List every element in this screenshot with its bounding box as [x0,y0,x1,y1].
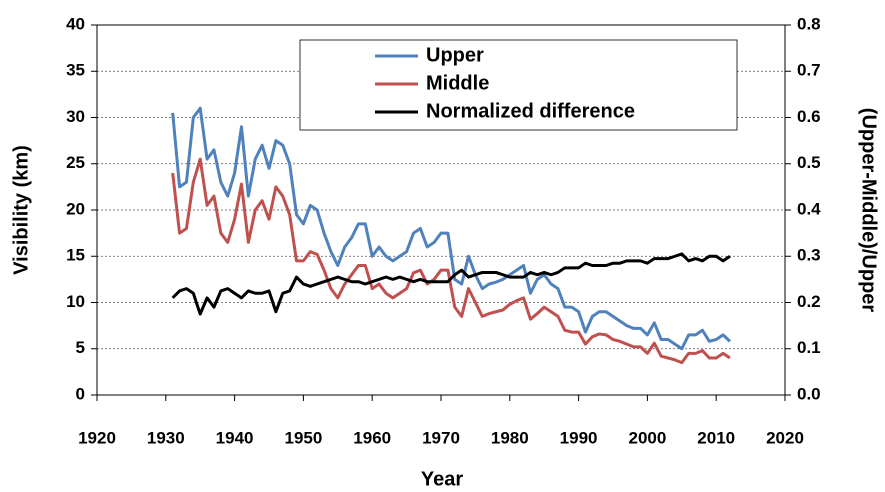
x-tick-label: 1950 [284,428,322,447]
x-tick-label: 1940 [216,428,254,447]
y2-tick-label: 0.6 [797,107,821,126]
y-tick-label: 0 [76,384,85,403]
x-tick-label: 1930 [147,428,185,447]
y-tick-label: 15 [66,246,85,265]
legend-label: Middle [426,72,489,94]
y2-tick-label: 0.1 [797,338,821,357]
x-tick-label: 1960 [353,428,391,447]
series-line [171,252,731,316]
y2-axis-label: (Upper-Middle)/Upper [858,108,880,313]
plot-frame [96,24,786,396]
y2-tick-label: 0.3 [797,246,821,265]
x-tick-label: 2020 [766,428,804,447]
y-tick-label: 35 [66,61,85,80]
y-tick-label: 30 [66,107,85,126]
legend-box [299,39,738,131]
y-tick-label: 5 [76,338,85,357]
y2-tick-label: 0.7 [797,61,821,80]
x-tick-label: 1990 [560,428,598,447]
x-tick-label: 1970 [422,428,460,447]
y-tick-label: 40 [66,14,85,33]
x-axis-label: Year [421,468,463,490]
y-tick-label: 10 [66,292,85,311]
x-tick-label: 2010 [697,428,735,447]
y-tick-label: 20 [66,199,85,218]
x-tick-label: 1920 [78,428,116,447]
y2-tick-label: 0.2 [797,292,821,311]
y2-tick-label: 0.8 [797,14,821,33]
legend-label: Upper [426,44,484,66]
y2-tick-label: 0.5 [797,153,821,172]
y-axis-label: Visibility (km) [10,145,32,275]
y2-tick-label: 0.0 [797,384,821,403]
x-tick-label: 2000 [628,428,666,447]
series-line [171,157,731,365]
y-tick-label: 25 [66,153,85,172]
legend-label: Normalized difference [426,100,635,122]
y2-tick-label: 0.4 [797,199,821,218]
x-tick-label: 1980 [491,428,529,447]
series-line [171,106,731,351]
